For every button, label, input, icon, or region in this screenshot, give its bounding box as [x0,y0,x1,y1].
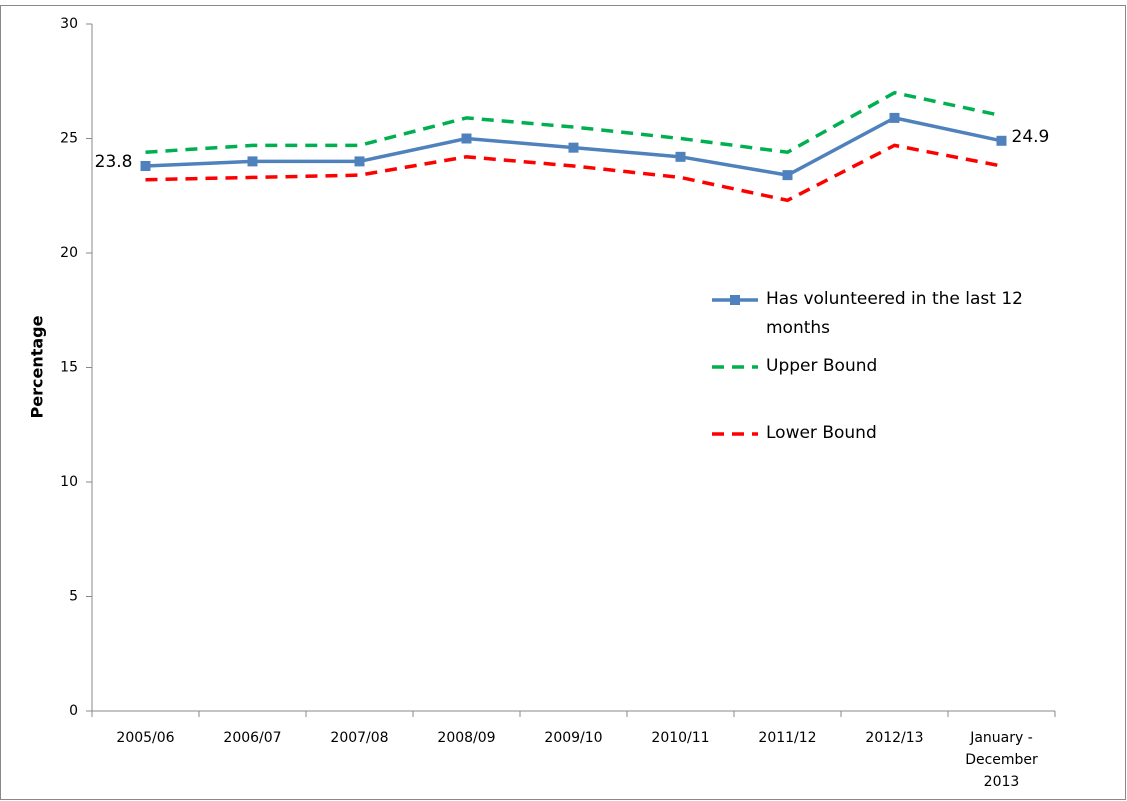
y-tick-label: 15 [60,360,78,376]
y-tick-label: 25 [60,131,78,147]
x-tick-label: 2007/08 [330,730,389,746]
y-tick-label: 30 [60,16,78,32]
series-line [145,143,1002,203]
legend-label: Has volunteered in the last 12 months [766,289,1023,338]
y-tick-label: 10 [60,474,78,490]
y-axis-label: Percentage [28,315,47,418]
x-tick-label: 2011/12 [758,730,817,746]
x-tick-label: 2010/11 [651,730,710,746]
chart-border [0,5,1126,800]
x-tick-label: 2008/09 [437,730,496,746]
series-line [145,90,1002,155]
x-tick-label: 2009/10 [544,730,603,746]
x-tick-label: January - December 2013 [965,730,1038,790]
legend-label: Lower Bound [766,423,877,443]
data-point [782,170,793,181]
data-point [675,151,686,162]
legend-marker [730,295,740,305]
data-point [996,135,1007,146]
data-point [461,133,472,144]
y-tick-label: 5 [69,589,78,605]
data-label: 24.9 [1012,127,1050,147]
data-point [247,156,258,167]
x-tick-label: 2005/06 [116,730,175,746]
x-tick-label: 2012/13 [865,730,924,746]
data-point [568,142,579,153]
data-point [354,156,365,167]
data-label: 23.8 [95,152,133,172]
data-point [889,112,900,123]
y-tick-label: 0 [69,703,78,719]
y-tick-label: 20 [60,245,78,261]
legend-label: Upper Bound [766,356,878,376]
data-point [140,160,151,171]
x-tick-label: 2006/07 [223,730,282,746]
